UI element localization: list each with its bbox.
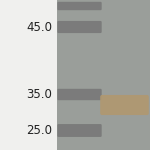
FancyBboxPatch shape — [57, 21, 102, 33]
Text: 35.0: 35.0 — [27, 88, 52, 101]
FancyBboxPatch shape — [57, 2, 102, 10]
Text: 25.0: 25.0 — [27, 124, 52, 137]
Text: 45.0: 45.0 — [27, 21, 52, 33]
FancyBboxPatch shape — [57, 124, 102, 137]
FancyBboxPatch shape — [100, 95, 149, 115]
FancyBboxPatch shape — [57, 89, 102, 100]
Bar — [57, 0, 150, 150]
